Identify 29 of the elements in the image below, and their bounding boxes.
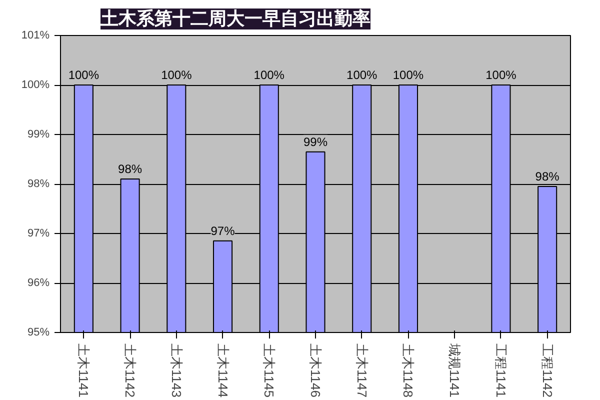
data-label: 100%	[346, 68, 378, 82]
x-tick-label: 工程1141	[493, 344, 508, 398]
x-tick-label: 土木1145	[262, 344, 277, 398]
y-tick-label: 99%	[27, 128, 50, 140]
y-tick-label: 95%	[27, 326, 50, 338]
chart-title: 土木系第十二周大一早自习出勤率	[100, 8, 370, 30]
data-label: 100%	[392, 68, 424, 82]
data-label: 100%	[486, 68, 517, 82]
data-label: 98%	[535, 169, 560, 184]
y-tick-label: 98%	[27, 178, 50, 190]
x-tick-label: 土木1144	[215, 344, 230, 398]
data-label: 99%	[303, 134, 328, 149]
x-tick-label: 土木1143	[168, 344, 184, 398]
x-tick-label: 土木1141	[76, 344, 92, 398]
y-tick-label: 97%	[27, 228, 50, 240]
x-tick-label: 土木1142	[122, 344, 138, 398]
data-label: 100%	[68, 68, 100, 82]
x-tick-label: 土木1147	[354, 344, 370, 398]
y-tick-label: 96%	[27, 277, 50, 289]
y-tick-label: 100%	[21, 79, 50, 91]
x-tick-label: 工程1142	[540, 344, 555, 398]
y-tick-label: 101%	[21, 30, 50, 42]
data-label: 98%	[118, 162, 142, 176]
data-label: 100%	[254, 68, 285, 82]
x-tick-label: 土木1148	[400, 344, 416, 398]
x-tick-label: 城规1141	[447, 342, 462, 398]
data-label: 97%	[210, 224, 236, 238]
data-label: 100%	[161, 68, 192, 82]
x-tick-label: 土木1146	[308, 344, 323, 398]
